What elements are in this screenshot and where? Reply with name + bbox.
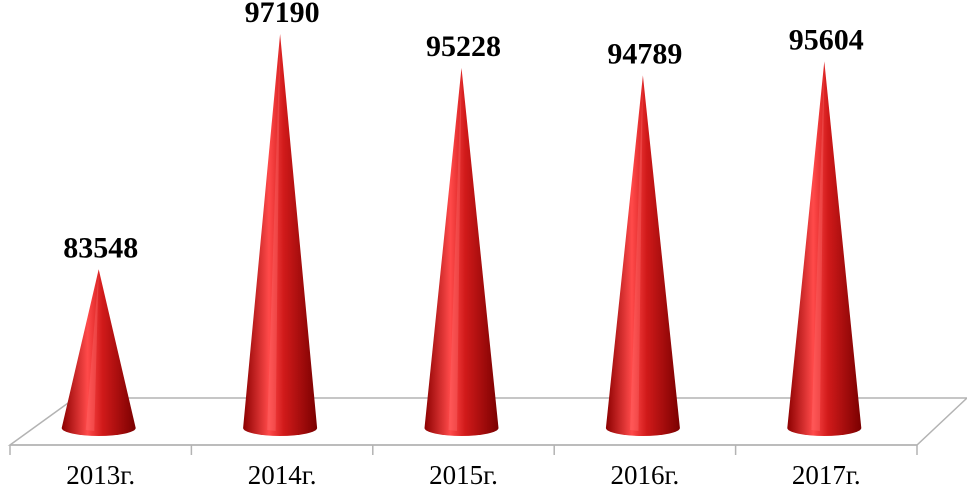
tick-label-2017: 2017г. <box>792 460 861 490</box>
cone-body <box>61 269 136 436</box>
cone-highlight <box>85 271 99 431</box>
cone-highlight <box>448 69 462 431</box>
x-axis-tick-labels: 2013г. 2014г. 2015г. 2016г. 2017г. <box>66 460 860 490</box>
tick-label-2016: 2016г. <box>611 460 680 490</box>
tick-label-2014: 2014г. <box>248 460 317 490</box>
cone-bar-2015 <box>424 67 499 436</box>
data-label-2015: 95228 <box>426 30 501 63</box>
cone-series <box>61 33 862 437</box>
tick-label-2015: 2015г. <box>429 460 498 490</box>
x-axis-ticks <box>9 445 918 455</box>
data-label-2013: 83548 <box>63 231 138 264</box>
cone-body <box>787 61 862 437</box>
tick-label-2013: 2013г. <box>66 460 135 490</box>
cone-bar-2014 <box>243 33 318 436</box>
cone-bar-2017 <box>787 61 862 437</box>
data-label-2016: 94789 <box>607 37 682 70</box>
cone-body <box>424 67 499 436</box>
cone-bar-2013 <box>61 269 136 436</box>
cone-body <box>605 75 680 437</box>
cone-body <box>243 33 318 436</box>
cone-highlight <box>267 35 281 431</box>
cone-highlight <box>811 63 825 432</box>
cone-bar-2016 <box>605 75 680 437</box>
chart-floor <box>7 397 967 446</box>
data-labels: 83548 97190 95228 94789 95604 <box>63 0 864 264</box>
cone-highlight <box>629 77 643 432</box>
data-label-2014: 97190 <box>245 0 320 29</box>
data-label-2017: 95604 <box>789 23 864 56</box>
